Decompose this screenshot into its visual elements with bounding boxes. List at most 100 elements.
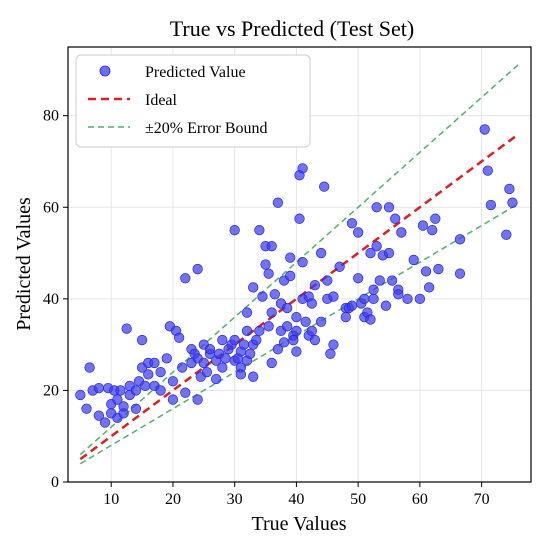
data-point-142	[380, 300, 392, 311]
legend-marker-predicted	[99, 65, 111, 77]
data-point-150	[402, 293, 413, 304]
data-point-48	[198, 357, 209, 369]
data-point-0	[75, 389, 86, 401]
data-point-166	[507, 197, 518, 208]
data-point-139	[371, 241, 382, 252]
data-point-82	[263, 321, 274, 332]
data-point-117	[322, 275, 333, 286]
data-points	[75, 124, 518, 428]
data-point-159	[454, 234, 466, 245]
data-point-84	[266, 357, 277, 369]
data-point-71	[244, 348, 256, 359]
data-point-164	[501, 229, 512, 240]
data-point-26	[143, 369, 154, 380]
data-point-81	[263, 268, 274, 279]
y-tick-label-4: 80	[43, 108, 59, 125]
data-point-154	[420, 266, 432, 277]
legend-label-ideal: Ideal	[145, 92, 178, 109]
data-point-122	[334, 261, 345, 272]
data-point-112	[309, 279, 321, 291]
x-tick-label-5: 60	[412, 491, 428, 508]
data-point-24	[140, 380, 151, 391]
data-point-49	[201, 366, 213, 378]
data-point-121	[328, 291, 339, 302]
data-point-87	[272, 197, 284, 208]
y-axis-label: Predicted Values	[13, 197, 35, 331]
data-point-45	[192, 394, 203, 405]
data-point-39	[180, 387, 191, 398]
data-point-134	[365, 247, 376, 259]
legend: Predicted Value Ideal ±20% Error Bound	[75, 54, 311, 148]
data-point-107	[300, 316, 311, 327]
data-point-65	[235, 369, 247, 380]
y-tick-label-1: 20	[43, 382, 59, 399]
data-point-78	[257, 291, 268, 302]
data-point-149	[396, 227, 407, 238]
data-point-161	[479, 124, 490, 135]
data-point-31	[161, 353, 172, 364]
x-tick-label-1: 20	[165, 491, 181, 508]
data-point-67	[238, 339, 250, 350]
data-point-79	[260, 259, 271, 270]
plot-frame	[67, 46, 532, 483]
data-point-119	[325, 348, 336, 359]
data-point-96	[285, 270, 296, 282]
data-point-95	[285, 252, 296, 263]
data-point-156	[427, 225, 438, 236]
axis-ticks: 10 20 30 40 50 60 70 0 20 40 60 80	[43, 108, 490, 508]
data-point-36	[173, 332, 185, 343]
data-point-55	[217, 362, 228, 373]
data-point-111	[306, 298, 317, 309]
data-point-94	[282, 321, 293, 332]
data-point-86	[269, 289, 280, 300]
data-point-138	[371, 202, 382, 213]
data-point-144	[383, 247, 395, 259]
data-point-19	[130, 385, 142, 396]
data-point-110	[306, 325, 317, 337]
data-point-28	[149, 357, 160, 369]
data-point-160	[454, 268, 466, 279]
data-point-157	[430, 213, 441, 224]
data-point-4	[93, 382, 105, 394]
data-point-140	[374, 275, 385, 286]
data-point-53	[211, 373, 222, 385]
data-point-93	[282, 302, 293, 314]
data-point-137	[368, 293, 379, 304]
data-point-151	[408, 254, 419, 266]
data-point-98	[288, 334, 299, 346]
data-point-88	[272, 344, 284, 355]
data-point-34	[167, 376, 179, 387]
data-point-72	[248, 282, 259, 293]
data-point-6	[99, 417, 111, 428]
x-tick-label-3: 40	[288, 491, 304, 508]
y-tick-label-0: 0	[51, 474, 59, 491]
data-point-38	[180, 273, 191, 284]
data-point-85	[266, 241, 277, 252]
data-point-102	[294, 213, 305, 224]
data-point-51	[204, 344, 216, 355]
data-point-100	[291, 325, 302, 337]
data-point-101	[291, 346, 302, 357]
data-point-33	[167, 394, 179, 405]
data-point-57	[220, 353, 231, 364]
y-tick-label-2: 40	[43, 291, 59, 308]
data-point-152	[414, 293, 426, 304]
data-point-165	[504, 183, 515, 195]
data-point-3	[84, 362, 95, 373]
data-point-62	[229, 334, 240, 346]
data-point-114	[315, 247, 327, 259]
chart-title: True vs Predicted (Test Set)	[170, 16, 415, 41]
data-point-16	[121, 323, 132, 334]
data-point-29	[155, 385, 166, 396]
data-point-77	[254, 325, 265, 337]
data-point-99	[291, 312, 302, 323]
data-point-145	[386, 275, 398, 286]
data-point-56	[217, 334, 228, 346]
data-point-135	[365, 314, 376, 325]
data-point-83	[266, 307, 277, 318]
data-point-13	[115, 385, 126, 396]
data-point-23	[136, 334, 148, 346]
data-point-127	[346, 218, 358, 229]
data-point-105	[297, 257, 308, 268]
